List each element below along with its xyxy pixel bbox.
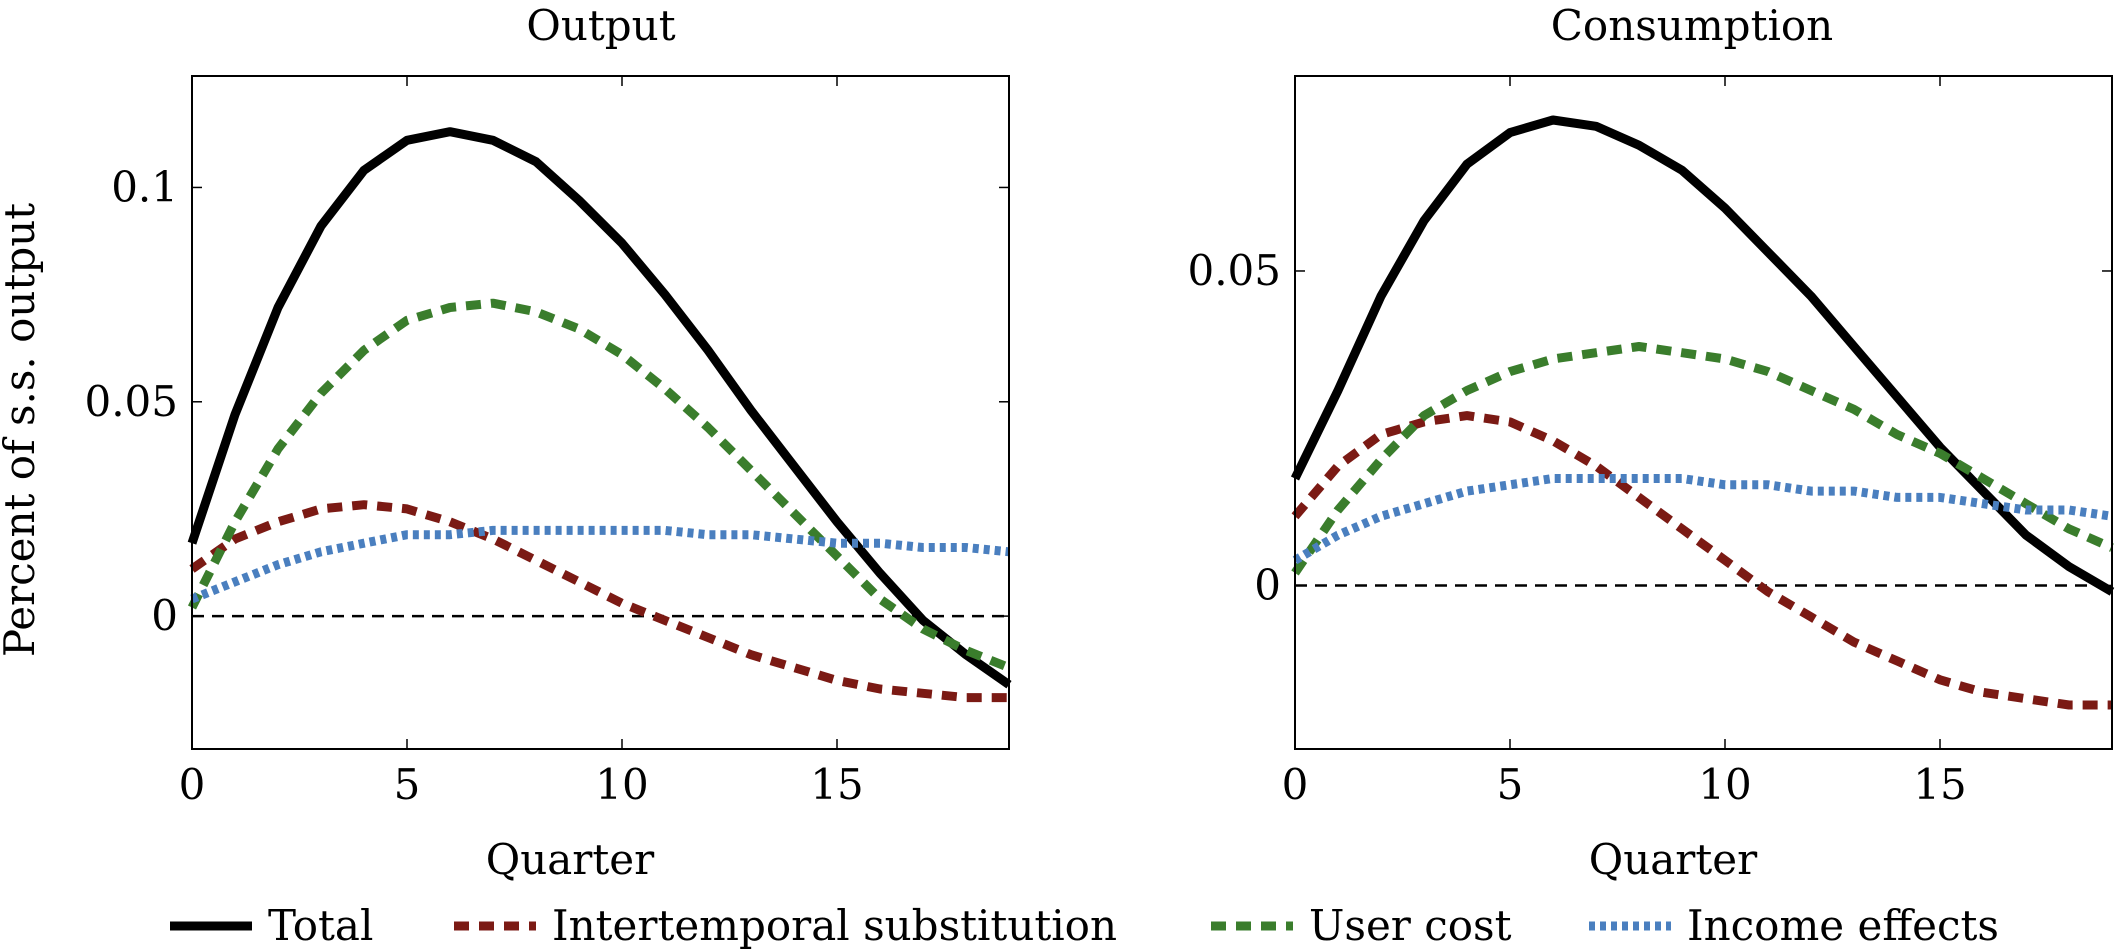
chart-title-output: Output bbox=[526, 1, 675, 50]
x-tick-label: 15 bbox=[1913, 760, 1966, 809]
x-tick-label: 5 bbox=[394, 760, 421, 809]
y-tick-label: 0.05 bbox=[84, 377, 178, 426]
legend-item-user-cost: User cost bbox=[1211, 901, 1512, 950]
panel-output: Output 0 5 10 15 0 0.05 0.1 Quarter Percent of… bbox=[0, 1, 1012, 884]
axes-frame-output bbox=[191, 75, 1010, 750]
y-tick-label: 0 bbox=[1254, 560, 1281, 609]
x-tick-label: 10 bbox=[595, 760, 648, 809]
x-tick-label: 0 bbox=[179, 760, 206, 809]
ticks-consumption: 0 5 10 15 0 0.05 bbox=[1187, 76, 2112, 809]
panel-consumption: Consumption 0 5 10 15 0 0.05 Quarter bbox=[1187, 1, 2115, 884]
series-line-intertemporal-substitution bbox=[1291, 411, 2112, 710]
x-tick-label: 0 bbox=[1282, 760, 1309, 809]
legend-item-total: Total bbox=[170, 901, 373, 950]
legend-label-user-cost: User cost bbox=[1309, 901, 1512, 950]
legend-label-intertemporal-substitution: Intertemporal substitution bbox=[552, 901, 1117, 950]
ticks-output: 0 5 10 15 0 0.05 0.1 bbox=[84, 76, 1009, 809]
y-tick-label: 0 bbox=[151, 591, 178, 640]
series-line-income-effects bbox=[1292, 474, 2113, 565]
legend-label-total: Total bbox=[268, 901, 373, 950]
legend-item-income-effects: Income effects bbox=[1589, 901, 1999, 950]
series-consumption bbox=[1290, 115, 2115, 710]
y-tick-label: 0.1 bbox=[111, 162, 178, 211]
legend-item-intertemporal-substitution: Intertemporal substitution bbox=[454, 901, 1117, 950]
y-tick-label: 0.05 bbox=[1187, 246, 1281, 295]
series-line-income-effects bbox=[190, 525, 1010, 604]
y-axis-label: Percent of s.s. output bbox=[0, 203, 44, 657]
series-line-intertemporal-substitution bbox=[189, 500, 1009, 703]
series-line-user-cost bbox=[1291, 342, 2114, 576]
x-axis-label-consumption: Quarter bbox=[1589, 835, 1758, 884]
x-axis-label-output: Quarter bbox=[486, 835, 655, 884]
chart-title-consumption: Consumption bbox=[1551, 1, 1833, 50]
series-output bbox=[187, 127, 1012, 703]
series-line-total bbox=[1290, 115, 2115, 596]
x-tick-label: 15 bbox=[810, 760, 863, 809]
legend: Total Intertemporal substitution User co… bbox=[170, 901, 1999, 950]
series-line-total bbox=[187, 127, 1012, 689]
x-tick-label: 5 bbox=[1497, 760, 1524, 809]
x-tick-label: 10 bbox=[1698, 760, 1751, 809]
series-line-user-cost bbox=[187, 298, 1011, 672]
legend-label-income-effects: Income effects bbox=[1687, 901, 1999, 950]
axes-frame-consumption bbox=[1294, 75, 2113, 750]
